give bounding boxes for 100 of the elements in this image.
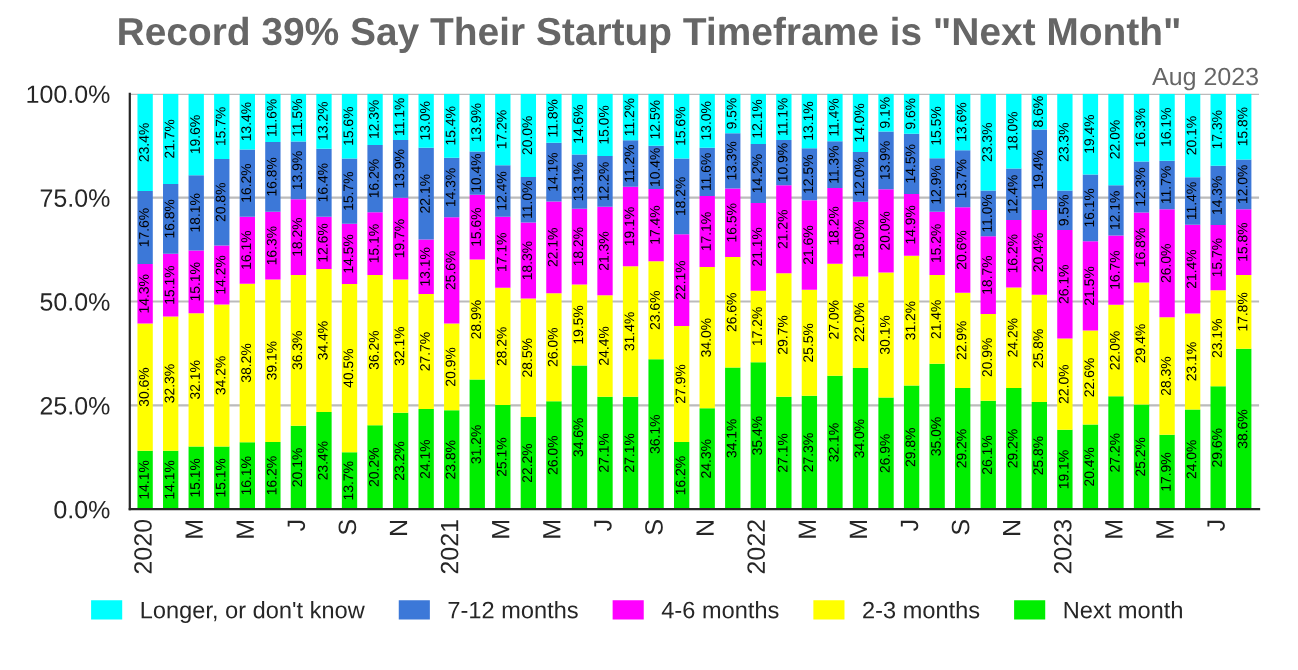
x-tick-label: N <box>1003 520 1021 535</box>
bar <box>980 236 996 314</box>
bar <box>1006 387 1022 510</box>
bar <box>597 93 613 157</box>
bar <box>265 441 281 510</box>
bar <box>265 279 281 442</box>
bar <box>137 93 153 191</box>
x-tick-label: 2020 <box>134 519 152 574</box>
x-tick-label: J <box>900 520 919 532</box>
bar <box>878 272 894 398</box>
x-tick-label: S <box>645 520 663 535</box>
bar <box>1108 235 1124 305</box>
bar <box>546 201 562 294</box>
bar <box>1057 338 1073 430</box>
bar <box>1184 313 1201 410</box>
bar <box>1210 290 1226 387</box>
bar <box>852 367 869 510</box>
bar <box>265 211 281 280</box>
text: Aug 2023 <box>1152 67 1258 91</box>
x-tick-label: N <box>696 520 714 535</box>
bar <box>776 185 792 274</box>
bar <box>367 425 383 510</box>
bar <box>929 158 945 212</box>
bar <box>1159 209 1175 318</box>
bar <box>980 93 996 191</box>
x-tick-label: M <box>1156 520 1174 538</box>
bar <box>495 404 511 510</box>
bar <box>903 385 920 510</box>
bar <box>1057 230 1073 339</box>
bar <box>750 362 766 510</box>
bar <box>1159 317 1175 435</box>
bar <box>955 292 971 388</box>
bar <box>622 266 639 397</box>
bar <box>1159 434 1175 510</box>
bar <box>163 316 179 451</box>
bar <box>673 326 690 442</box>
bar <box>827 188 843 264</box>
bar <box>725 367 741 510</box>
bar <box>903 255 920 386</box>
bar <box>571 365 588 510</box>
bar <box>929 211 945 275</box>
bar <box>392 279 409 413</box>
bar <box>546 293 562 402</box>
bar <box>1108 304 1124 397</box>
y-tick-label: 25.0% <box>40 396 110 415</box>
bar <box>1159 160 1175 210</box>
bar <box>827 141 843 189</box>
bar <box>418 409 434 510</box>
x-tick-label: S <box>951 520 970 535</box>
bar <box>444 410 460 510</box>
bar <box>163 93 179 184</box>
legend-label: Next month <box>1064 601 1182 619</box>
bar <box>929 363 945 510</box>
bar <box>1133 404 1150 510</box>
y-tick-label: 50.0% <box>40 293 110 311</box>
x-tick-label: M <box>492 520 510 538</box>
bar <box>239 283 255 443</box>
x-tick-label: M <box>1105 520 1123 538</box>
x-tick-label: M <box>236 520 254 538</box>
bar <box>316 412 332 510</box>
bar <box>265 141 281 212</box>
bar <box>367 212 383 275</box>
bar <box>725 257 741 368</box>
bar <box>980 313 996 401</box>
bar <box>878 189 894 273</box>
bar <box>137 450 153 510</box>
bar <box>648 359 664 510</box>
chart-title: Record 39% Say Their Startup Timeframe is "Next Month" <box>119 16 1179 53</box>
bar <box>648 188 664 262</box>
bar <box>546 401 562 510</box>
bar <box>1108 93 1124 186</box>
bar <box>341 284 358 453</box>
bar <box>418 294 434 410</box>
bar <box>1057 429 1073 510</box>
bar <box>1133 282 1150 405</box>
bar <box>1082 241 1099 331</box>
bar <box>367 93 383 145</box>
bar <box>469 259 485 380</box>
bar <box>827 375 843 510</box>
x-tick-label: 2021 <box>440 520 459 574</box>
bar <box>316 269 332 412</box>
bar <box>1108 185 1124 236</box>
legend-label: Longer, or don't know <box>141 601 365 624</box>
bar <box>137 264 153 324</box>
x-tick-label: M <box>185 520 203 538</box>
bar <box>878 93 894 132</box>
y-tick-label: 0.0% <box>54 500 110 519</box>
bar <box>137 323 153 451</box>
bar <box>776 273 792 397</box>
bar <box>316 148 332 217</box>
bar <box>188 313 204 447</box>
bar <box>648 261 664 360</box>
bar <box>367 274 383 426</box>
bar <box>801 200 818 290</box>
bar <box>878 397 894 510</box>
bar <box>1031 294 1047 403</box>
bar <box>1184 224 1201 314</box>
bar <box>520 298 537 417</box>
x-tick-label: M <box>543 520 561 538</box>
bar <box>546 142 562 202</box>
